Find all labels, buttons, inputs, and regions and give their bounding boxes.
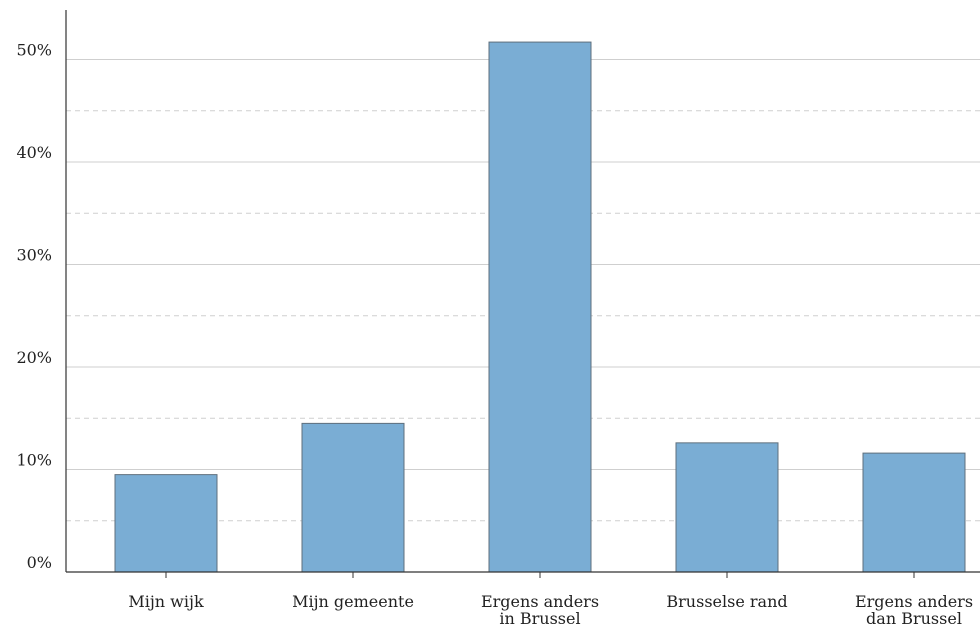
bar-3 xyxy=(676,443,778,572)
x-tick-label: Ergens anders in Brussel xyxy=(481,592,599,628)
x-tick-labels: Mijn wijk Mijn gemeente Ergens anders in Br… xyxy=(128,592,973,628)
y-tick-label: 0% xyxy=(27,553,52,572)
bar-1 xyxy=(302,423,404,572)
x-tick-label: Mijn wijk xyxy=(128,592,204,611)
bars xyxy=(115,42,965,572)
x-tick-label: Mijn gemeente xyxy=(292,592,414,611)
x-tick-label: Brusselse rand xyxy=(666,592,787,611)
y-tick-label: 20% xyxy=(16,348,52,367)
y-tick-label: 10% xyxy=(16,451,52,470)
y-tick-labels: 0% 10% 20% 30% 40% 50% xyxy=(16,41,52,573)
y-tick-label: 40% xyxy=(16,143,52,162)
y-tick-label: 30% xyxy=(16,246,52,265)
bar-4 xyxy=(863,453,965,572)
y-tick-label: 50% xyxy=(16,41,52,60)
x-tick-label: Ergens anders dan Brussel xyxy=(855,592,973,628)
bar-2 xyxy=(489,42,591,572)
bar-0 xyxy=(115,475,217,572)
